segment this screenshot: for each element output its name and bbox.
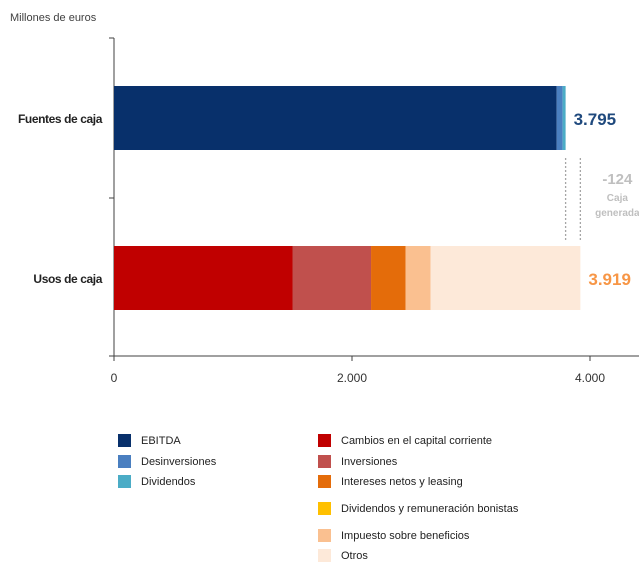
- bar-segment: [114, 86, 557, 150]
- legend-label: Impuesto sobre beneficios: [341, 529, 470, 542]
- chart-plot: 0 2.000 4.000 Fuentes de caja 3.795 Usos de c…: [18, 37, 639, 385]
- legend-item: Dividendos: [118, 475, 195, 488]
- bar-segment: [430, 246, 581, 310]
- x-tick-label: 4.000: [575, 371, 605, 385]
- legend-item: EBITDA: [118, 434, 181, 447]
- difference-caption: generada: [595, 208, 639, 219]
- legend-label: Cambios en el capital corriente: [341, 434, 493, 447]
- legend-swatch: [118, 475, 131, 488]
- legend-swatch: [318, 529, 331, 542]
- bar-segment: [114, 246, 293, 310]
- legend-label: Otros: [341, 549, 368, 562]
- bar-segment: [292, 246, 372, 310]
- legend-swatch: [318, 502, 331, 515]
- bar-segment: [556, 86, 563, 150]
- total-label: 3.919: [588, 270, 631, 289]
- bar-segment: [562, 86, 566, 150]
- legend-item: Desinversiones: [118, 455, 216, 468]
- legend-swatch: [118, 455, 131, 468]
- legend-label: Desinversiones: [141, 455, 217, 468]
- legend-item: Inversiones: [318, 455, 397, 468]
- legend-label: Intereses netos y leasing: [341, 475, 463, 488]
- category-label: Usos de caja: [33, 272, 102, 286]
- x-tick-label: 0: [111, 371, 118, 385]
- legend-swatch: [318, 434, 331, 447]
- legend-swatch: [318, 475, 331, 488]
- legend-item: Dividendos y remuneración bonistas: [318, 502, 518, 515]
- legend-swatch: [318, 549, 331, 562]
- category-label: Fuentes de caja: [18, 112, 103, 126]
- bar-segment: [405, 246, 431, 310]
- bar-segment: [371, 246, 406, 310]
- legend-item: Cambios en el capital corriente: [318, 434, 492, 447]
- total-label: 3.795: [574, 110, 617, 129]
- legend-label: Dividendos: [141, 475, 196, 488]
- legend-swatch: [118, 434, 131, 447]
- x-tick-label: 2.000: [337, 371, 367, 385]
- legend-item: Impuesto sobre beneficios: [318, 529, 469, 542]
- difference-caption: Caja: [607, 193, 629, 204]
- legend-swatch: [318, 455, 331, 468]
- legend-item: Intereses netos y leasing: [318, 475, 463, 488]
- legend-label: EBITDA: [141, 434, 181, 447]
- difference-value: -124: [602, 171, 633, 188]
- legend-label: Inversiones: [341, 455, 398, 468]
- unit-label: Millones de euros: [10, 12, 97, 24]
- legend-label: Dividendos y remuneración bonistas: [341, 502, 519, 515]
- legend-item: Otros: [318, 549, 368, 562]
